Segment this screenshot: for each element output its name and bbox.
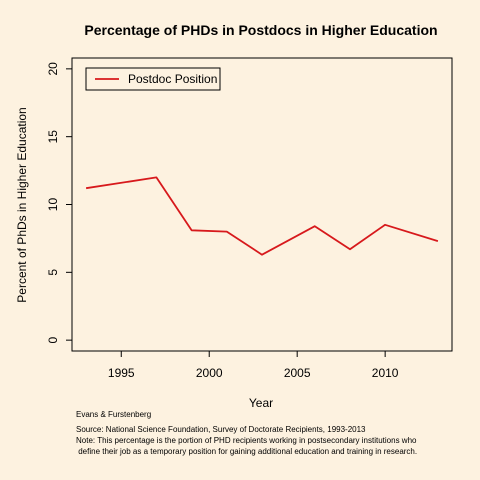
- x-tick-label: 2010: [372, 366, 399, 380]
- credit-text: Evans & Furstenberg: [76, 410, 152, 419]
- series-line-0: [85, 176, 439, 256]
- y-tick-label: 15: [46, 130, 60, 144]
- y-tick-label: 0: [46, 336, 60, 343]
- y-tick-label: 10: [46, 198, 60, 212]
- source-text: Source: National Science Foundation, Sur…: [76, 425, 366, 434]
- x-tick-label: 2005: [284, 366, 311, 380]
- note-line-1: Note: This percentage is the portion of …: [76, 436, 417, 445]
- legend-label: Postdoc Position: [128, 72, 217, 86]
- line-chart: Percentage of PHDs in Postdocs in Higher…: [15, 22, 453, 408]
- x-tick-label: 1995: [108, 366, 135, 380]
- plot-frame: [71, 57, 453, 352]
- chart-title: Percentage of PHDs in Postdocs in Higher…: [84, 22, 437, 38]
- x-tick-label: 2000: [196, 366, 223, 380]
- legend-box: [85, 67, 221, 91]
- y-axis-label: Percent of PhDs in Higher Education: [15, 107, 29, 302]
- y-tick-label: 5: [46, 269, 60, 276]
- chart-notes: Evans & Furstenberg Source: National Sci…: [76, 409, 476, 457]
- plot-area: 1995 2000 2005 2010 0 5 10 15 20 Postdoc Position: [46, 57, 453, 380]
- y-tick-label: 20: [46, 62, 60, 76]
- note-line-2: define their job as a temporary position…: [76, 447, 418, 456]
- x-axis-label: Year: [249, 396, 273, 408]
